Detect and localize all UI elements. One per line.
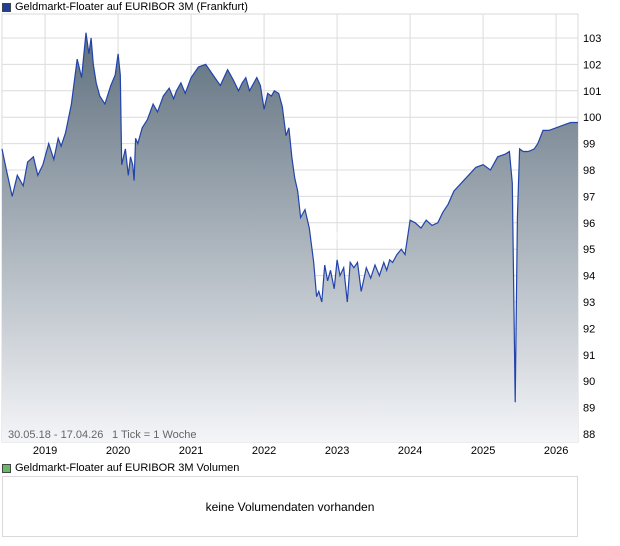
- x-tick-label: 2021: [179, 445, 203, 457]
- y-tick-label: 93: [583, 297, 595, 309]
- volume-legend-label: Geldmarkt-Floater auf EURIBOR 3M Volumen: [15, 462, 240, 474]
- price-legend-swatch: [2, 2, 11, 12]
- x-tick-label: 2026: [544, 445, 568, 457]
- y-tick-label: 100: [583, 112, 601, 124]
- date-range: 30.05.18 - 17.04.26: [8, 429, 103, 441]
- y-tick-label: 88: [583, 429, 595, 441]
- y-axis-labels: 88 89 90 91 92 93 94 95 96 97 98 99 100 101 102 103: [583, 33, 601, 441]
- y-tick-label: 97: [583, 191, 595, 203]
- watermark: CHECK: [318, 229, 391, 251]
- y-tick-label: 102: [583, 59, 601, 71]
- x-tick-label: 2025: [471, 445, 495, 457]
- x-tick-label: 2022: [252, 445, 276, 457]
- y-tick-label: 99: [583, 139, 595, 151]
- y-tick-label: 90: [583, 376, 595, 388]
- y-tick-label: 96: [583, 218, 595, 230]
- volume-legend: Geldmarkt-Floater auf EURIBOR 3M Volumen: [2, 461, 239, 475]
- y-tick-label: 94: [583, 271, 595, 283]
- x-axis-labels: 2019 2020 2021 2022 2023 2024 2025 2026: [33, 445, 569, 457]
- y-tick-label: 89: [583, 403, 595, 415]
- price-legend-label: Geldmarkt-Floater auf EURIBOR 3M (Frankf…: [15, 1, 248, 13]
- y-tick-label: 92: [583, 323, 595, 335]
- y-tick-label: 101: [583, 86, 601, 98]
- volume-legend-swatch: [2, 463, 11, 473]
- x-tick-label: 2023: [325, 445, 349, 457]
- tick-info: 1 Tick = 1 Woche: [112, 429, 196, 441]
- y-tick-label: 95: [583, 244, 595, 256]
- price-legend: Geldmarkt-Floater auf EURIBOR 3M (Frankf…: [2, 0, 248, 14]
- price-line: [1, 32, 578, 403]
- volume-message: keine Volumendaten vorhanden: [205, 499, 375, 514]
- price-chart: CHECK 88 89 90 91 92 93 94 95 96 97 98 99 100 101 102 1…: [1, 13, 601, 457]
- x-tick-label: 2019: [33, 445, 57, 457]
- x-tick-label: 2020: [106, 445, 130, 457]
- x-tick-label: 2024: [398, 445, 422, 457]
- y-tick-label: 98: [583, 165, 595, 177]
- y-tick-label: 91: [583, 350, 595, 362]
- price-area: [2, 32, 578, 442]
- volume-panel: keine Volumendaten vorhanden: [2, 476, 578, 537]
- y-tick-label: 103: [583, 33, 601, 45]
